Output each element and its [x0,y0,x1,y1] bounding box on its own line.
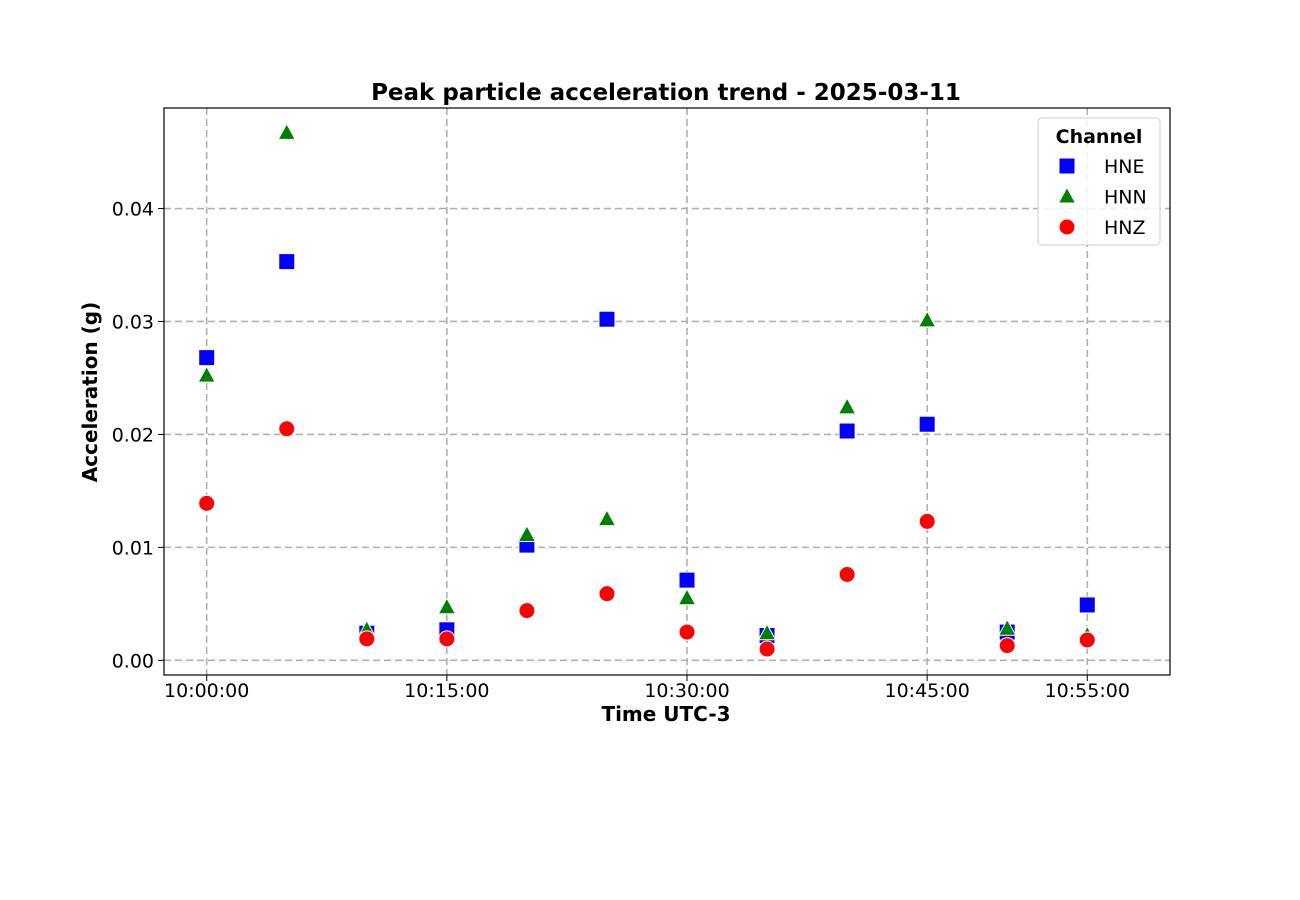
x-tick-label: 10:55:00 [1045,680,1130,702]
x-tick-label: 10:30:00 [644,680,729,702]
data-point-hnn [997,618,1017,636]
grid-layer [164,108,1170,675]
data-point-hnz [198,494,216,512]
legend-label: HNE [1104,156,1145,178]
x-axis-label: Time UTC-3 [601,702,730,726]
data-point-hnz [678,623,696,641]
data-point-hne [838,422,856,440]
data-point-hnz [518,602,536,620]
data-point-hnn [757,623,777,641]
data-point-hnn [517,524,537,542]
data-point-hnz [1078,631,1096,649]
y-tick-label: 0.00 [112,650,154,672]
y-tick-label: 0.02 [112,424,154,446]
data-point-hne [598,310,616,328]
data-point-hnn [837,397,857,415]
points-layer [197,122,1097,658]
series-hnz [198,420,1096,658]
y-axis-label: Acceleration (g) [78,302,102,483]
legend-frame [1037,117,1161,246]
data-point-hnn [437,597,457,615]
data-point-hnz [438,630,456,648]
data-point-hne [198,349,216,367]
data-point-hnn [917,310,937,328]
series-hne [198,253,1096,644]
legend-items: HNE HNN HNZ [1057,156,1147,239]
data-point-hne [278,253,296,271]
legend-item-hnz: HNZ [1058,217,1146,239]
x-axis: 10:00:00 10:15:00 10:30:00 10:45:00 10:55:00 [164,675,1130,702]
data-point-hne [918,415,936,433]
plot-area-frame [163,107,1171,676]
legend: Channel HNE HNN HNZ [1037,117,1161,246]
data-point-hnz [278,420,296,438]
legend-item-hnn: HNN [1057,186,1147,209]
legend-marker-hnz [1058,218,1076,236]
y-tick-label: 0.01 [112,537,154,559]
data-point-hne [678,571,696,589]
y-tick-label: 0.03 [112,311,154,333]
data-point-hnz [918,512,936,530]
legend-marker-hne [1058,157,1076,175]
x-tick-label: 10:45:00 [885,680,970,702]
data-point-hnz [758,640,776,658]
legend-item-hne: HNE [1058,156,1145,178]
legend-label: HNZ [1104,217,1146,239]
x-tick-label: 10:15:00 [404,680,489,702]
data-point-hnn [597,509,617,527]
data-point-hnn [677,588,697,606]
legend-marker-hnn [1057,186,1077,204]
data-point-hnz [598,585,616,603]
data-point-hnz [358,630,376,648]
y-axis: 0.00 0.01 0.02 0.03 0.04 [112,199,164,672]
data-point-hnz [838,565,856,583]
x-tick-label: 10:00:00 [164,680,249,702]
data-point-hnn [197,365,217,383]
series-hnn [197,122,1097,643]
legend-label: HNN [1104,187,1147,209]
chart-title: Peak particle acceleration trend - 2025-… [371,80,961,106]
data-point-hnz [998,637,1016,655]
data-point-hne [1078,596,1096,614]
data-point-hnn [277,122,297,140]
y-tick-label: 0.04 [112,199,154,221]
legend-title: Channel [1056,126,1143,148]
